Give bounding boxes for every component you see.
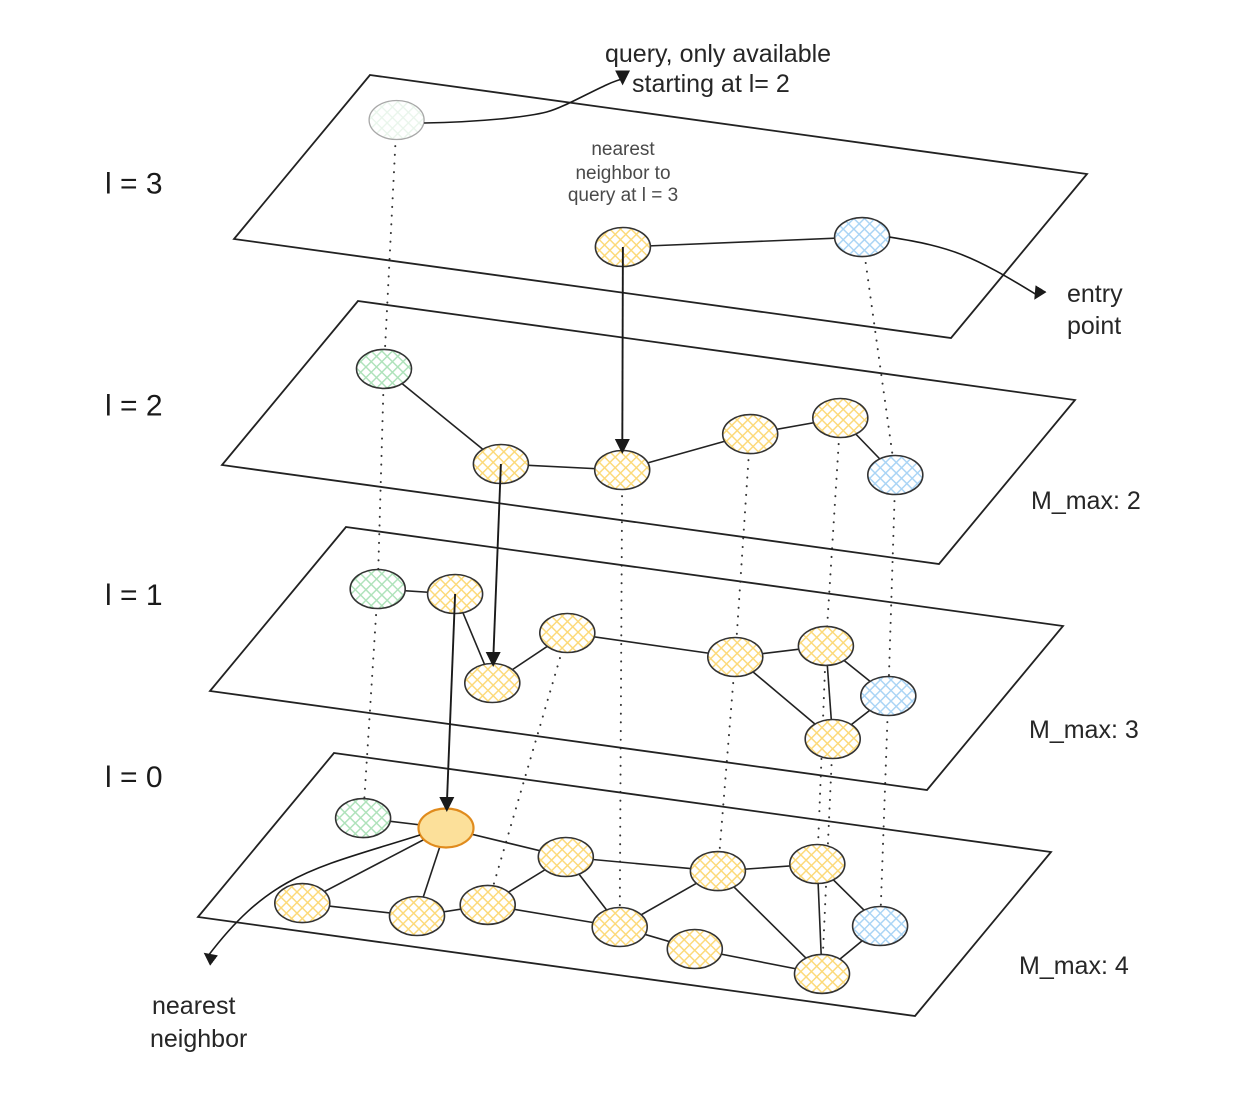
svg-text:neighbor: neighbor bbox=[150, 1025, 247, 1053]
svg-text:l = 0: l = 0 bbox=[105, 761, 163, 794]
svg-text:l = 2: l = 2 bbox=[105, 390, 163, 423]
svg-text:M_max: 3: M_max: 3 bbox=[1029, 716, 1139, 744]
svg-text:point: point bbox=[1067, 312, 1121, 340]
svg-text:l = 3: l = 3 bbox=[105, 168, 163, 201]
svg-text:query at l = 3: query at l = 3 bbox=[568, 185, 678, 206]
svg-text:starting at l= 2: starting at l= 2 bbox=[632, 70, 790, 98]
svg-text:nearest: nearest bbox=[591, 139, 655, 160]
svg-text:neighbor to: neighbor to bbox=[575, 163, 670, 184]
svg-text:M_max: 2: M_max: 2 bbox=[1031, 487, 1141, 515]
svg-text:l = 1: l = 1 bbox=[105, 579, 163, 612]
svg-text:nearest: nearest bbox=[152, 992, 235, 1020]
svg-text:entry: entry bbox=[1067, 280, 1123, 308]
svg-text:M_max: 4: M_max: 4 bbox=[1019, 952, 1129, 980]
svg-text:query, only available: query, only available bbox=[605, 40, 831, 68]
